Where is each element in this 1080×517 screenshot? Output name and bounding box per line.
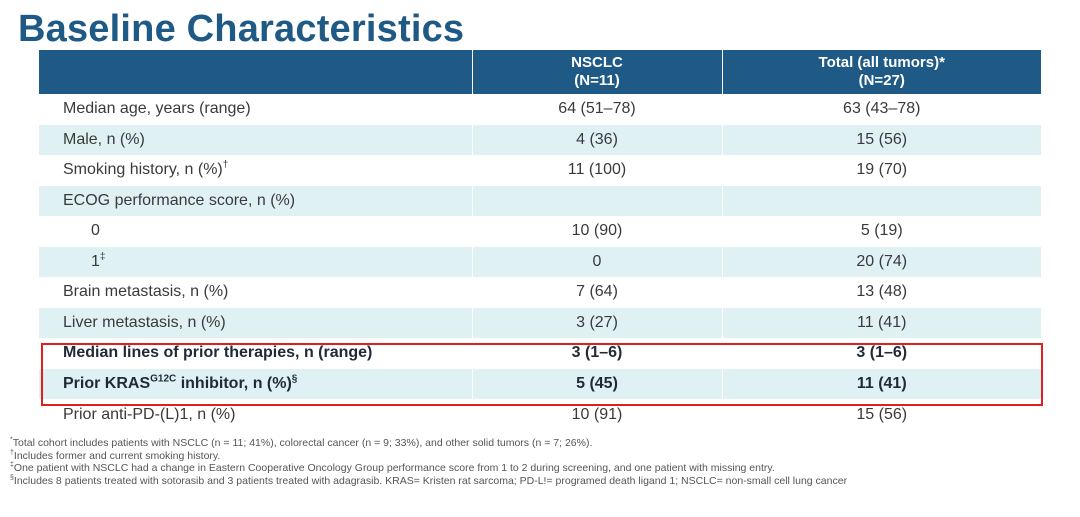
footnote-mark: ‡ (99, 251, 106, 263)
row-nsclc-value: 11 (100) (471, 154, 722, 186)
row-total-value: 15 (56) (721, 398, 1041, 430)
header-total: Total (all tumors)* (N=27) (721, 50, 1041, 94)
row-nsclc-value: 10 (91) (471, 398, 722, 430)
row-label: ECOG performance score, n (%) (39, 185, 472, 216)
row-total-value: 15 (56) (721, 124, 1041, 155)
row-nsclc-value: 5 (45) (471, 368, 722, 399)
row-label: Prior anti-PD-(L)1, n (%) (39, 398, 472, 430)
row-total-value: 63 (43–78) (721, 93, 1041, 125)
footnotes: *Total cohort includes patients with NSC… (10, 437, 1070, 487)
footnote-mark: † (222, 159, 229, 171)
table-row-highlighted: Median lines of prior therapies, n (rang… (39, 337, 1041, 369)
table-row: 1‡ 0 20 (74) (39, 246, 1041, 277)
table-row: Prior anti-PD-(L)1, n (%) 10 (91) 15 (56… (39, 398, 1041, 430)
row-label: Smoking history, n (%)† (39, 154, 472, 186)
row-nsclc-value: 10 (90) (471, 215, 722, 247)
row-total-value: 20 (74) (721, 246, 1041, 277)
table-row: ECOG performance score, n (%) (39, 185, 1041, 216)
page-title: Baseline Characteristics (18, 8, 465, 50)
row-label: Median age, years (range) (39, 93, 472, 125)
row-nsclc-value (471, 185, 722, 216)
table-row: 0 10 (90) 5 (19) (39, 215, 1041, 247)
superscript-g12c: G12C (150, 373, 177, 385)
row-label: Brain metastasis, n (%) (39, 276, 472, 308)
footnote-mark: § (291, 373, 298, 385)
footnote: †Includes former and current smoking his… (10, 449, 221, 462)
table-row: Brain metastasis, n (%) 7 (64) 13 (48) (39, 276, 1041, 308)
row-label: 1‡ (39, 246, 472, 277)
row-nsclc-value: 7 (64) (471, 276, 722, 308)
footnote: *Total cohort includes patients with NSC… (10, 436, 593, 450)
row-total-value: 11 (41) (721, 307, 1041, 338)
table-row-highlighted: Prior KRASG12C inhibitor, n (%)§ 5 (45) … (39, 368, 1041, 399)
row-label: Median lines of prior therapies, n (rang… (39, 337, 472, 369)
row-label: Liver metastasis, n (%) (39, 307, 472, 338)
header-nsclc-name: NSCLC (571, 53, 623, 71)
header-total-name: Total (all tumors)* (818, 53, 945, 71)
table-row: Liver metastasis, n (%) 3 (27) 11 (41) (39, 307, 1041, 338)
table-row: Smoking history, n (%)† 11 (100) 19 (70) (39, 154, 1041, 186)
row-total-value: 5 (19) (721, 215, 1041, 247)
row-total-value: 19 (70) (721, 154, 1041, 186)
row-label: 0 (39, 215, 472, 247)
row-total-value: 13 (48) (721, 276, 1041, 308)
footnote: ‡One patient with NSCLC had a change in … (10, 461, 775, 475)
header-label (39, 50, 472, 94)
row-nsclc-value: 3 (1–6) (471, 337, 722, 369)
header-nsclc-n: (N=11) (574, 71, 620, 89)
row-total-value (721, 185, 1041, 216)
row-label: Male, n (%) (39, 124, 472, 155)
row-total-value: 11 (41) (721, 368, 1041, 399)
row-nsclc-value: 64 (51–78) (471, 93, 722, 125)
table-header-row: NSCLC (N=11) Total (all tumors)* (N=27) (39, 50, 1041, 94)
row-label: Prior KRASG12C inhibitor, n (%)§ (39, 368, 472, 399)
row-nsclc-value: 0 (471, 246, 722, 277)
footnote: §Includes 8 patients treated with sotora… (10, 474, 848, 487)
baseline-table: NSCLC (N=11) Total (all tumors)* (N=27) … (39, 50, 1041, 430)
row-nsclc-value: 4 (36) (471, 124, 722, 155)
row-nsclc-value: 3 (27) (471, 307, 722, 338)
table-row: Median age, years (range) 64 (51–78) 63 … (39, 93, 1041, 125)
header-total-n: (N=27) (858, 71, 905, 89)
row-total-value: 3 (1–6) (721, 337, 1041, 369)
table-row: Male, n (%) 4 (36) 15 (56) (39, 124, 1041, 155)
header-nsclc: NSCLC (N=11) (471, 50, 722, 94)
